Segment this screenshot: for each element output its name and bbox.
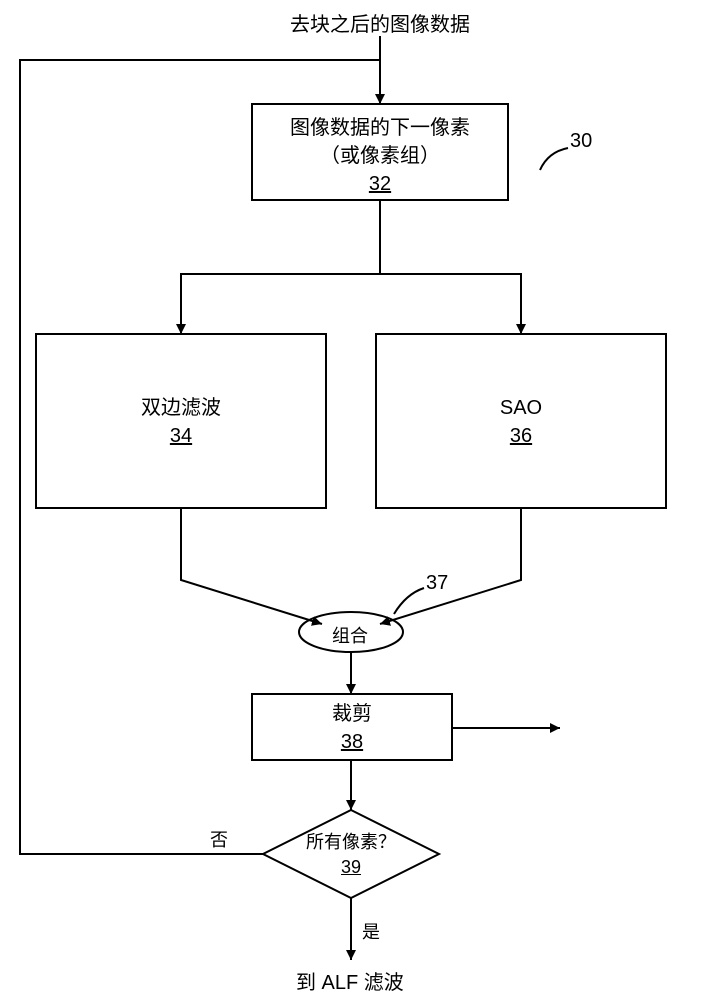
edge-bilateral-combine xyxy=(181,508,322,624)
decision-num: 39 xyxy=(341,857,361,877)
bilateral-num: 34 xyxy=(170,425,192,447)
edge-sao-combine xyxy=(380,508,521,624)
sao-num: 36 xyxy=(510,425,532,447)
figref-curve xyxy=(540,148,568,170)
combine-ref-curve xyxy=(394,588,424,614)
combine-label: 组合 xyxy=(332,622,368,648)
nextpixel-line2: （或像素组） xyxy=(320,145,440,167)
decision-text: 所有像素？ xyxy=(306,832,396,852)
clip-text: 裁剪 xyxy=(332,703,372,725)
clip-label: 裁剪 38 xyxy=(252,700,452,756)
figref-label: 30 xyxy=(570,130,592,153)
edge-split-sao xyxy=(380,274,521,334)
nextpixel-label: 图像数据的下一像素 （或像素组） 32 xyxy=(252,114,508,198)
input-label: 去块之后的图像数据 xyxy=(280,8,480,37)
decision-label: 所有像素？ 39 xyxy=(263,830,439,880)
nextpixel-line1: 图像数据的下一像素 xyxy=(290,117,470,139)
nextpixel-num: 32 xyxy=(369,173,391,195)
combine-num: 37 xyxy=(426,572,448,595)
bilateral-label: 双边滤波 34 xyxy=(36,394,326,450)
bilateral-text: 双边滤波 xyxy=(141,397,221,419)
no-label: 否 xyxy=(210,826,228,852)
clip-num: 38 xyxy=(341,731,363,753)
sao-label: SAO 36 xyxy=(376,394,666,450)
output-label: 到 ALF 滤波 xyxy=(296,966,404,995)
edge-split-bilateral xyxy=(181,274,380,334)
yes-label: 是 xyxy=(362,918,380,944)
sao-text: SAO xyxy=(500,397,542,419)
